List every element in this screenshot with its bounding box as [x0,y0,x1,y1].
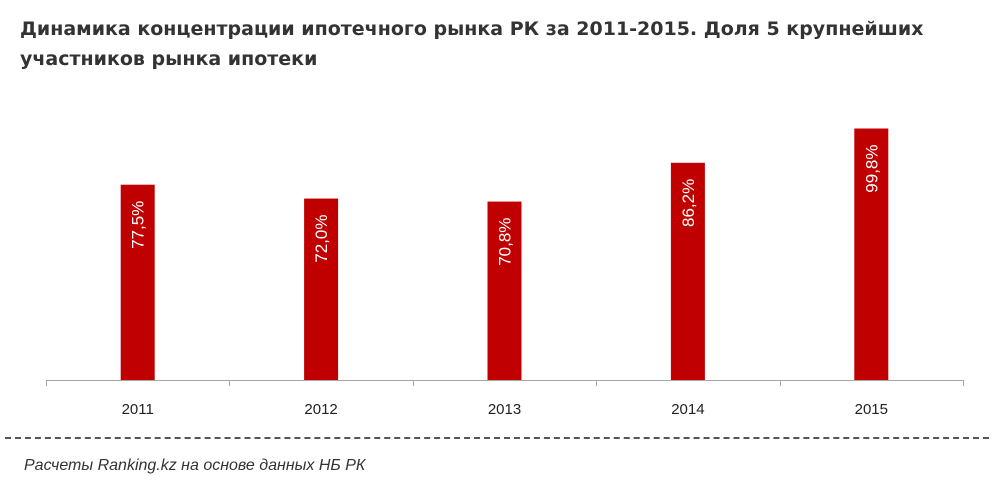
data-label-2011: 77,5% [129,201,148,249]
bar-2015 [854,128,889,380]
data-label-2015: 99,8% [862,145,881,193]
chart-title: Динамика концентрации ипотечного рынка Р… [20,14,980,74]
bar-2011 [120,184,155,380]
x-tick-label-2012: 2012 [304,401,337,418]
data-label-2013: 70,8% [496,218,515,266]
x-tick-label-2014: 2014 [671,401,704,418]
x-tick-label-2013: 2013 [488,401,521,418]
x-tick-label-2011: 2011 [122,401,154,418]
data-label-2012: 72,0% [312,215,331,263]
chart-title-line-2: участников рынка ипотеки [20,48,318,70]
source-note: Расчеты Ranking.kz на основе данных НБ Р… [24,457,366,474]
data-label-2014: 86,2% [679,179,698,227]
bar-2012 [304,198,339,380]
bar-2014 [670,162,705,380]
divider-line [5,437,989,439]
x-tick-label-2015: 2015 [855,401,888,418]
chart-title-line-1: Динамика концентрации ипотечного рынка Р… [20,18,924,40]
bar-2013 [487,201,522,380]
